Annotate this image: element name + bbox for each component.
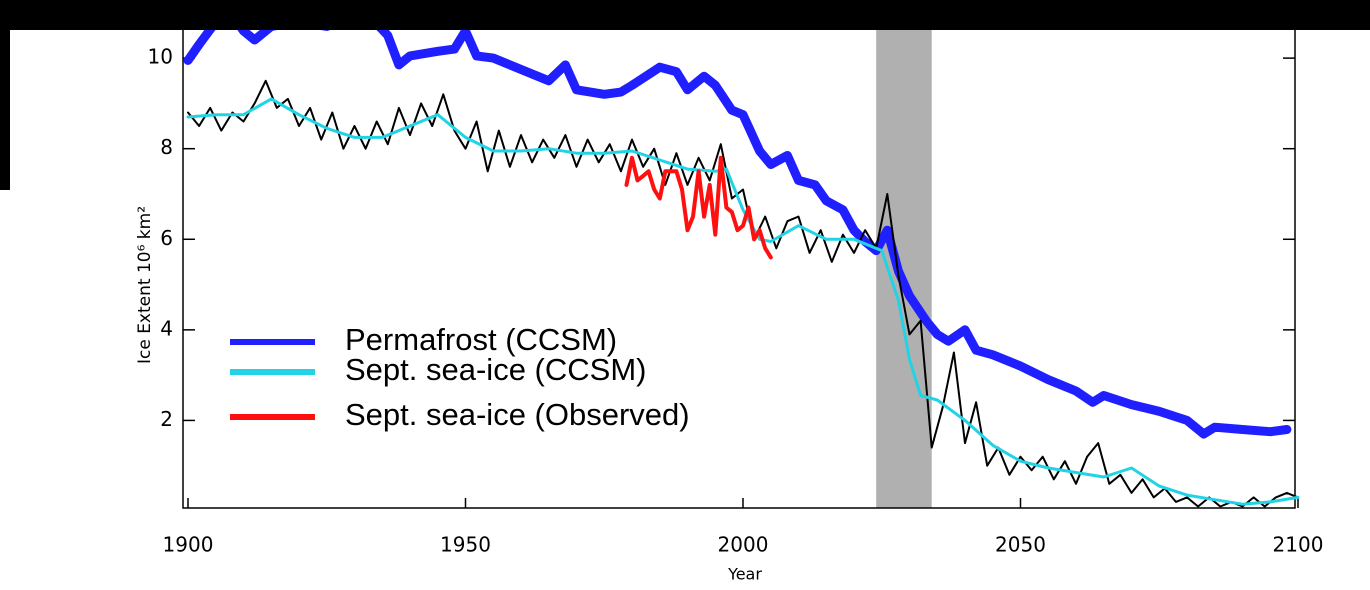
y-tick-label: 6 (160, 226, 173, 250)
y-tick-label: 10 (148, 45, 173, 69)
legend-label: Permafrost (CCSM) (345, 322, 617, 357)
plot-frame (182, 20, 1296, 509)
y-tick-label: 2 (160, 407, 173, 431)
y-tick-label: 8 (160, 135, 173, 159)
x-tick-label: 2100 (1273, 533, 1324, 557)
x-tick-label: 1950 (440, 533, 491, 557)
legend-label: Sept. sea-ice (Observed) (345, 397, 690, 432)
x-tick-label: 2050 (995, 533, 1046, 557)
legend-label: Sept. sea-ice (CCSM) (345, 352, 646, 387)
top-band (0, 0, 1370, 30)
y-tick-label: 4 (160, 316, 173, 340)
x-tick-label: 1900 (163, 533, 214, 557)
shaded-region (876, 20, 932, 508)
x-tick-label: 2000 (718, 533, 769, 557)
series-line (624, 155, 773, 260)
side-band (0, 30, 10, 190)
y-axis-label: Ice Extent 10⁶ km² (135, 206, 155, 364)
series-line (187, 79, 1299, 508)
x-axis-label: Year (727, 565, 762, 584)
series-line (186, 97, 1300, 506)
